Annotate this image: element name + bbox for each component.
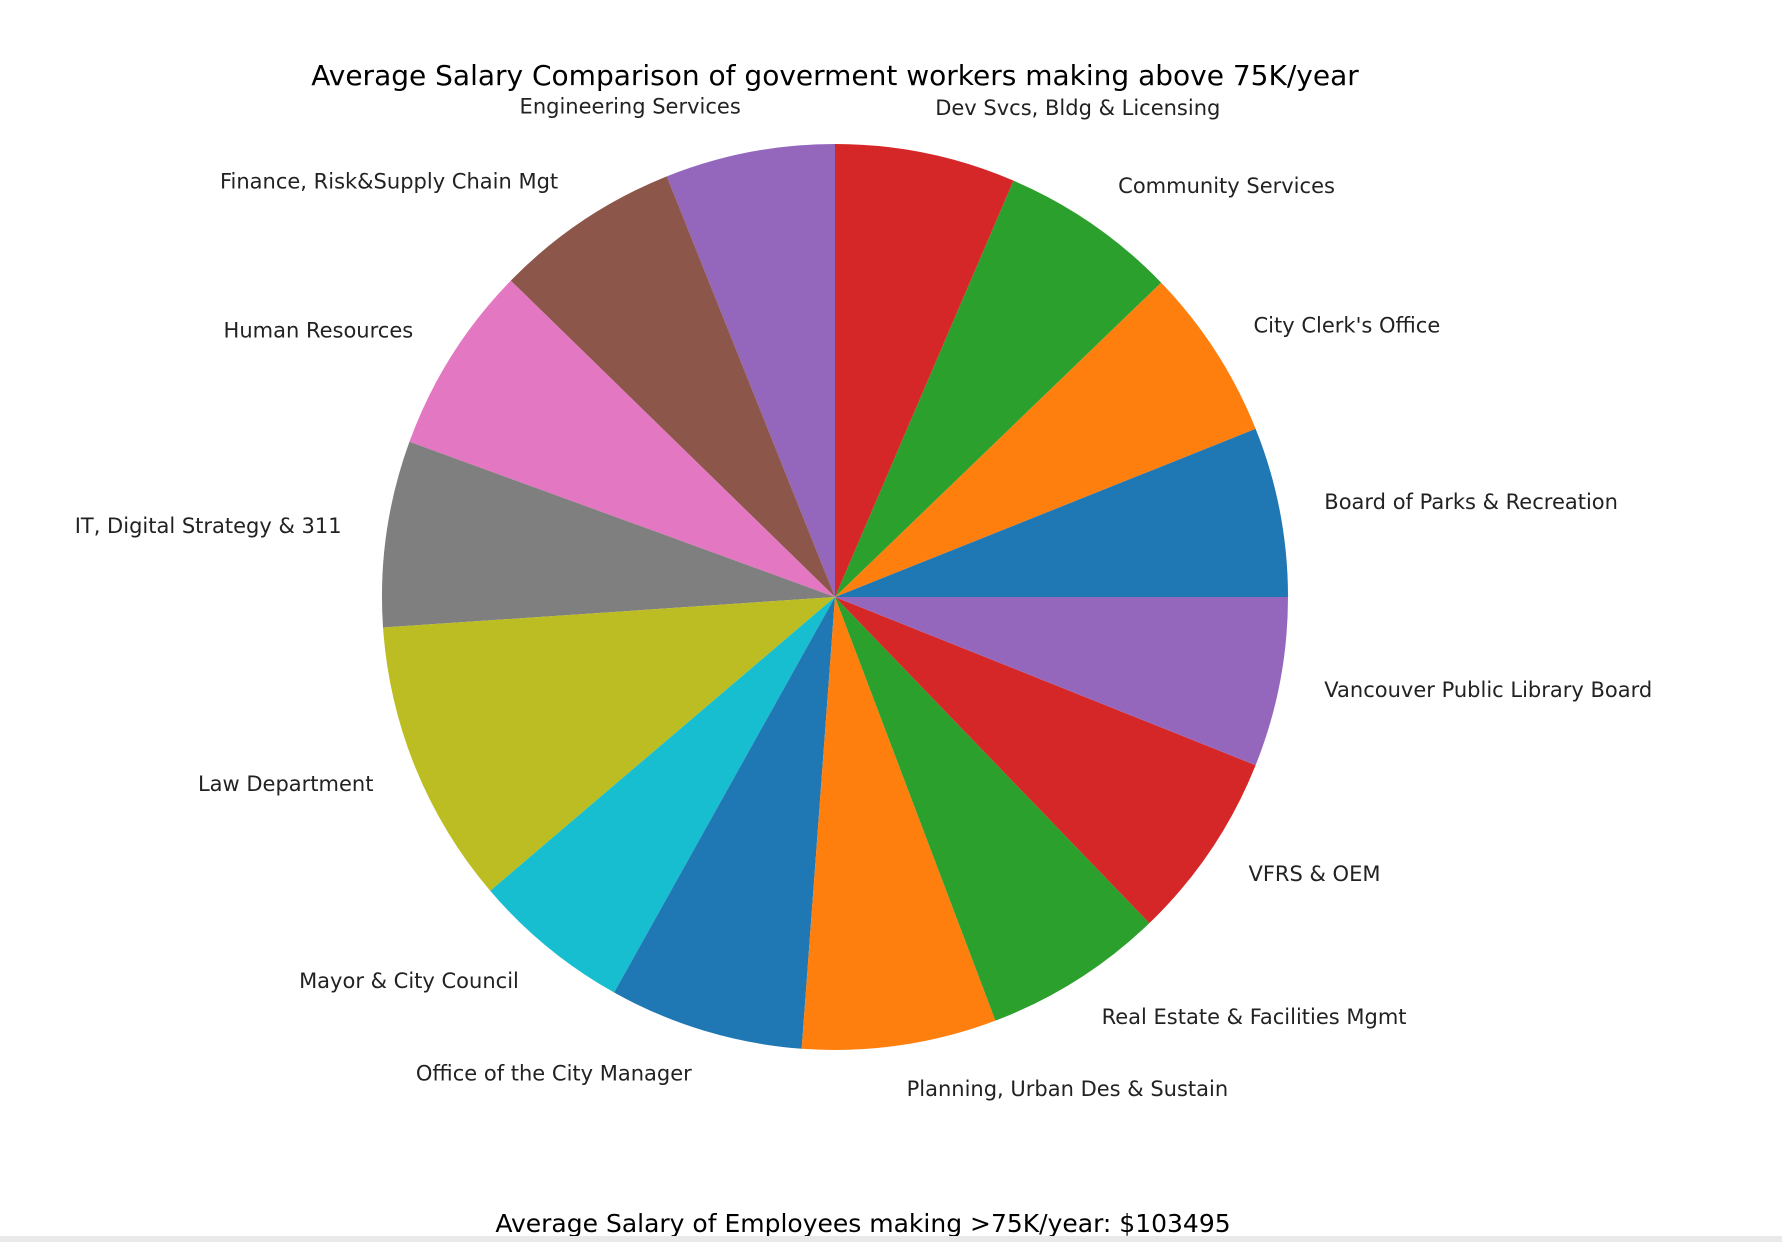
- pie-labels: Board of Parks & Recreation City Clerk's …: [75, 95, 1653, 1101]
- pie-slice-mayor-city-council: [490, 597, 835, 993]
- chart-title: Average Salary Comparison of goverment w…: [311, 59, 1359, 92]
- pie-slice-human-resources: [409, 280, 835, 597]
- pie-slice-city-clerk-s-office: [835, 282, 1256, 597]
- pie-label-human-resources: Human Resources: [224, 319, 414, 343]
- pie-slice-vancouver-public-library-board: [835, 597, 1288, 766]
- pie-slice-dev-svcs-bldg-licensing: [835, 144, 1014, 597]
- pie-label-planning-urban-des-sustain: Planning, Urban Des & Sustain: [907, 1077, 1229, 1101]
- pie-label-finance-risk-supply-chain-mgt: Finance, Risk&Supply Chain Mgt: [220, 170, 558, 194]
- pie-label-vfrs-oem: VFRS & OEM: [1248, 862, 1380, 886]
- pie-label-engineering-services: Engineering Services: [520, 95, 741, 119]
- pie-slices: [381, 144, 1288, 1050]
- pie-slice-office-of-the-city-manager: [614, 597, 835, 1049]
- pie-slice-planning-urban-des-sustain: [801, 597, 996, 1050]
- pie-slice-vfrs-oem: [835, 597, 1256, 924]
- pie-label-law-department: Law Department: [198, 772, 374, 796]
- pie-label-community-services: Community Services: [1118, 174, 1335, 198]
- pie-label-mayor-city-council: Mayor & City Council: [299, 969, 519, 993]
- pie-slice-engineering-services: [666, 144, 835, 597]
- chart-footer-note: Average Salary of Employees making >75K/…: [495, 1209, 1230, 1238]
- pie-label-vancouver-public-library-board: Vancouver Public Library Board: [1324, 678, 1652, 702]
- pie-slice-finance-risk-supply-chain-mgt: [510, 176, 835, 597]
- pie-slice-board-of-parks-recreation: [835, 428, 1288, 597]
- pie-slice-it-digital-strategy-311: [381, 441, 835, 628]
- pie-label-it-digital-strategy-311: IT, Digital Strategy & 311: [75, 514, 342, 538]
- pie-slice-real-estate-facilities-mgmt: [835, 597, 1150, 1021]
- pie-label-dev-svcs-bldg-licensing: Dev Svcs, Bldg & Licensing: [935, 96, 1220, 120]
- pie-label-board-of-parks-recreation: Board of Parks & Recreation: [1324, 490, 1618, 514]
- pie-slice-law-department: [383, 597, 835, 891]
- bottom-divider: [0, 1236, 1782, 1242]
- pie-label-office-of-the-city-manager: Office of the City Manager: [416, 1061, 692, 1085]
- pie-label-real-estate-facilities-mgmt: Real Estate & Facilities Mgmt: [1102, 1005, 1407, 1029]
- pie-slice-community-services: [835, 180, 1162, 597]
- pie-label-city-clerk-s-office: City Clerk's Office: [1254, 314, 1441, 338]
